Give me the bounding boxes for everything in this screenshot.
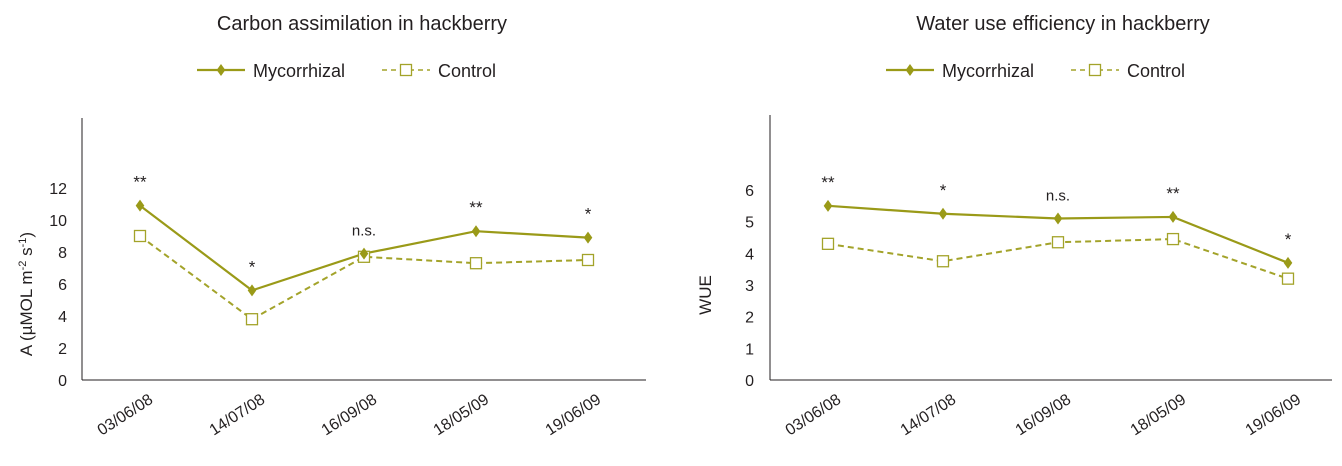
y-tick-label: 8: [58, 245, 67, 262]
significance-label: **: [821, 173, 835, 192]
x-tick-label: 14/07/08: [898, 391, 960, 439]
significance-label: n.s.: [352, 223, 376, 240]
point-control: [1281, 272, 1295, 285]
significance-label: **: [469, 198, 483, 217]
y-tick-label: 0: [58, 373, 67, 390]
significance-label: *: [585, 205, 592, 224]
point-control: [936, 255, 950, 268]
chart-title: Carbon assimilation in hackberry: [217, 13, 507, 35]
x-tick-label: 16/09/08: [319, 391, 381, 439]
significance-label: *: [940, 181, 947, 200]
significance-label: *: [249, 257, 256, 276]
water-use-efficiency-chart: Water use efficiency in hackberry Mycorrh…: [696, 13, 1332, 439]
point-control: [1051, 236, 1065, 249]
y-tick-label: 0: [745, 373, 754, 390]
point-mycorrhizal: [471, 225, 481, 238]
point-mycorrhizal: [359, 247, 369, 260]
point-mycorrhizal: [823, 199, 833, 212]
significance-label: n.s.: [1046, 188, 1070, 205]
y-tick-label: 1: [745, 341, 754, 358]
chart-title: Water use efficiency in hackberry: [916, 13, 1209, 35]
legend-label-control: Control: [438, 61, 496, 81]
point-control: [1166, 232, 1180, 246]
x-tick-label: 14/07/08: [207, 391, 269, 439]
x-tick-label: 19/06/09: [1243, 391, 1305, 439]
y-axis-label: WUE: [696, 275, 715, 315]
point-mycorrhizal: [135, 199, 145, 212]
carbon-assimilation-chart: Carbon assimilation in hackberry Mycorrhi…: [17, 13, 646, 439]
y-tick-label: 5: [745, 215, 754, 232]
x-tick-label: 19/06/09: [543, 391, 605, 439]
y-axis-label: A (µMOL m-2 s-1): [17, 232, 36, 356]
significance-label: **: [133, 173, 147, 192]
y-tick-label: 6: [58, 277, 67, 294]
significance-label: *: [1285, 230, 1292, 249]
legend-marker-mycorrhizal: [216, 64, 226, 76]
point-control: [469, 257, 483, 270]
point-mycorrhizal: [938, 207, 948, 220]
point-mycorrhizal: [1283, 256, 1293, 269]
y-tick-label: 6: [745, 183, 754, 200]
legend-marker-mycorrhizal: [905, 64, 915, 76]
point-mycorrhizal: [583, 231, 593, 244]
point-mycorrhizal: [1168, 210, 1178, 223]
point-mycorrhizal: [1053, 212, 1063, 225]
legend: Mycorrhizal Control: [197, 61, 496, 81]
significance-label: **: [1166, 184, 1180, 203]
point-control: [581, 253, 595, 267]
legend-marker-control: [1088, 63, 1102, 77]
legend-label-control: Control: [1127, 61, 1185, 81]
legend-marker-control: [399, 63, 413, 77]
y-tick-label: 2: [745, 310, 754, 327]
x-tick-label: 03/06/08: [95, 391, 157, 439]
y-tick-label: 4: [745, 246, 754, 263]
point-mycorrhizal: [247, 284, 257, 297]
y-tick-label: 10: [49, 213, 67, 230]
y-tick-label: 3: [745, 278, 754, 295]
legend: Mycorrhizal Control: [886, 61, 1185, 81]
point-control: [133, 229, 147, 243]
x-tick-label: 03/06/08: [783, 391, 845, 439]
y-tick-label: 4: [58, 309, 67, 326]
y-tick-label: 12: [49, 181, 67, 198]
point-control: [821, 237, 835, 250]
legend-label-mycorrhizal: Mycorrhizal: [942, 61, 1034, 81]
x-tick-label: 18/05/09: [431, 391, 493, 439]
series-line-control: [139, 235, 589, 321]
x-tick-label: 16/09/08: [1013, 391, 1075, 439]
legend-label-mycorrhizal: Mycorrhizal: [253, 61, 345, 81]
y-tick-label: 2: [58, 341, 67, 358]
x-tick-label: 18/05/09: [1128, 391, 1190, 439]
point-control: [245, 313, 259, 326]
